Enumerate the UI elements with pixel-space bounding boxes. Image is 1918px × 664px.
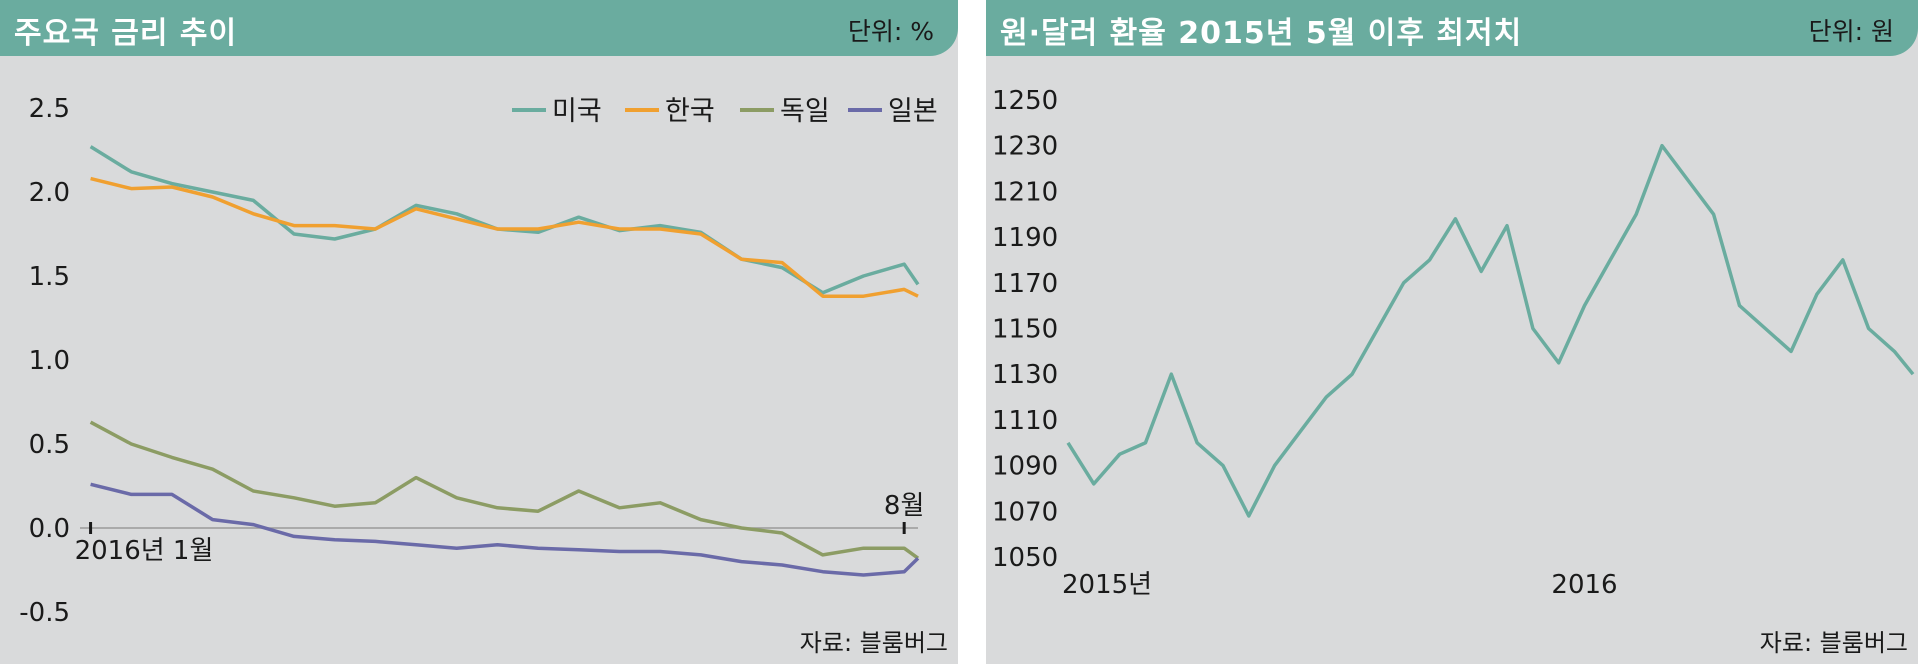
legend-label: 일본 <box>888 96 938 127</box>
y-tick-label: 2.0 <box>29 178 70 208</box>
y-tick-label: 2.5 <box>29 94 70 124</box>
y-tick-label: 0.0 <box>29 514 70 544</box>
interest-rate-chart: 2.5 2.0 1.5 1.0 0.5 0.0 -0.5 2016년 1월 8월 미국 한국 독일 일본 <box>19 94 938 628</box>
y-tick-label: 1250 <box>992 86 1058 116</box>
exchange-rate-chart: 1250 1230 1210 1190 1170 1150 1130 1110 1090 1070… <box>992 86 1915 600</box>
legend-label: 미국 <box>552 96 602 127</box>
source-label: 자료: 블룸버그 <box>799 629 948 657</box>
series-line <box>89 420 920 560</box>
y-tick-label: 1050 <box>992 543 1058 573</box>
x-tick-label: 8월 <box>884 491 924 521</box>
y-tick-label: 1130 <box>992 360 1058 390</box>
y-tick-label: 1170 <box>992 269 1058 299</box>
y-tick-label: 1190 <box>992 223 1058 253</box>
chart-title: 원·달러 환율 2015년 5월 이후 최저치 <box>1000 16 1523 51</box>
x-tick-label: 2016년 1월 <box>75 536 214 566</box>
y-tick-label: 1110 <box>992 406 1058 436</box>
series-line <box>90 176 919 298</box>
y-tick-label: 1.5 <box>29 262 70 292</box>
series-line <box>1066 143 1915 518</box>
y-tick-label: 1.0 <box>29 346 70 376</box>
chart-header: 원·달러 환율 2015년 5월 이후 최저치 단위: 원 <box>986 0 1918 56</box>
x-tick-label: 2015년 <box>1062 570 1152 600</box>
source-label: 자료: 블룸버그 <box>1759 629 1908 657</box>
legend-label: 한국 <box>665 96 715 127</box>
unit-label: 단위: 원 <box>1808 17 1894 46</box>
y-tick-label: 0.5 <box>29 430 70 460</box>
legend-label: 독일 <box>780 96 830 127</box>
chart-title: 주요국 금리 추이 <box>14 16 238 51</box>
y-tick-label: 1150 <box>992 315 1058 345</box>
y-tick-label: 1070 <box>992 497 1058 527</box>
unit-label: 단위: % <box>847 17 934 46</box>
y-tick-label: 1230 <box>992 132 1058 162</box>
x-tick-label: 2016 <box>1551 570 1617 600</box>
y-tick-label: 1210 <box>992 177 1058 207</box>
y-tick-label: 1090 <box>992 452 1058 482</box>
interest-rate-panel: 주요국 금리 추이 단위: % 2.5 2.0 1.5 1.0 0.5 0.0 -0.5 20… <box>0 0 958 664</box>
y-tick-label: -0.5 <box>19 598 70 628</box>
chart-header: 주요국 금리 추이 단위: % <box>0 0 958 56</box>
series-line <box>90 482 920 577</box>
exchange-rate-panel: 원·달러 환율 2015년 5월 이후 최저치 단위: 원 1250 1230 12… <box>986 0 1918 664</box>
